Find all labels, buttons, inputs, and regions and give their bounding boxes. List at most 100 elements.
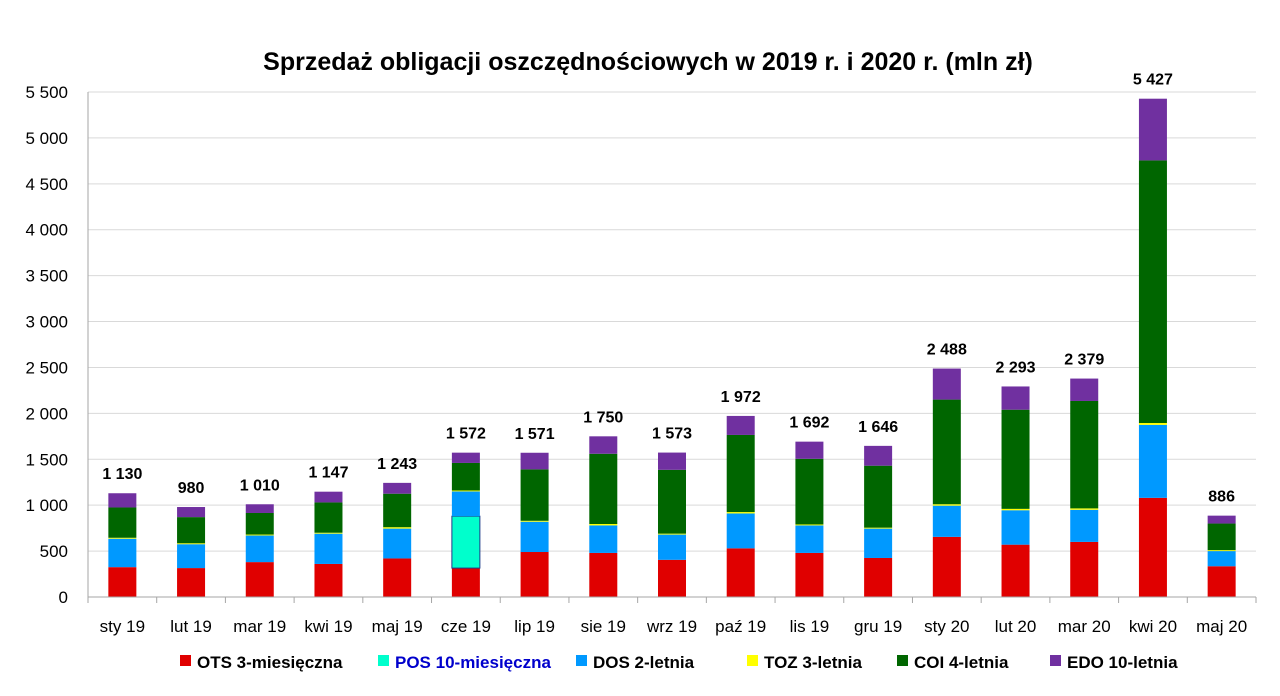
x-tick-label: wrz 19 — [646, 617, 697, 636]
y-tick-label: 2 500 — [25, 358, 68, 377]
y-tick-label: 0 — [59, 588, 68, 607]
bar-segment — [383, 528, 412, 559]
legend: OTS 3-miesięczna POS 10-miesięczna DOS 2-l… — [180, 653, 1178, 672]
legend-label: DOS 2-letnia — [593, 653, 695, 672]
bar-segment — [795, 524, 824, 526]
bar-segment — [451, 491, 480, 517]
x-tick-label: sty 19 — [100, 617, 145, 636]
bar-segment — [451, 568, 480, 597]
bar-segment — [451, 515, 481, 569]
bar-segment — [245, 534, 274, 536]
y-tick-label: 500 — [40, 542, 68, 561]
bar-segment — [520, 469, 549, 521]
x-tick-label: lis 19 — [790, 617, 830, 636]
y-tick-label: 5 500 — [25, 83, 68, 102]
bars: 1 130 980 1 010 1 147 1 243 1 572 1 571 1 750 1 … — [102, 72, 1236, 597]
total-label: 1 010 — [240, 477, 280, 494]
bar-segment — [1001, 409, 1030, 509]
total-label: 1 130 — [102, 466, 142, 483]
bar-segment — [658, 534, 686, 560]
bar-segment — [314, 532, 343, 534]
bar-segment — [314, 491, 343, 503]
bar-segment — [932, 505, 961, 537]
x-tick-label: mar 19 — [233, 617, 286, 636]
bar-segment — [726, 548, 755, 597]
bar-segment — [864, 528, 893, 558]
x-tick-label: gru 19 — [854, 617, 902, 636]
bar-segment — [1207, 566, 1236, 597]
bar-segment — [520, 452, 549, 470]
total-label: 2 379 — [1064, 352, 1104, 369]
bar-segment — [658, 452, 686, 470]
x-tick-label: paź 19 — [715, 617, 766, 636]
gridlines — [88, 91, 1256, 552]
legend-label: OTS 3-miesięczna — [197, 653, 343, 672]
legend-swatch — [378, 655, 389, 666]
bar-segment — [1207, 550, 1236, 552]
bar-segment — [1001, 544, 1030, 597]
total-label: 1 571 — [515, 426, 555, 443]
x-tick-label: maj 19 — [372, 617, 423, 636]
x-tick-label: sie 19 — [581, 617, 626, 636]
legend-swatch — [180, 655, 191, 666]
legend-label: COI 4-letnia — [914, 653, 1009, 672]
bar-segment — [589, 453, 618, 525]
bar-segment — [520, 520, 549, 522]
bar-segment — [177, 543, 206, 545]
bar-segment — [589, 552, 618, 597]
bar-segment — [864, 445, 893, 466]
bar-segment — [245, 562, 274, 597]
bar-segment — [1138, 160, 1167, 424]
total-label: 2 293 — [996, 359, 1036, 376]
y-axis: 0 500 1 000 1 500 2 000 2 500 3 000 3 500 4 000 4… — [25, 83, 89, 607]
bar-segment — [1138, 98, 1167, 161]
y-tick-label: 1 000 — [25, 496, 68, 515]
total-label: 1 750 — [583, 409, 623, 426]
bar-segment — [795, 441, 824, 459]
legend-swatch — [576, 655, 587, 666]
bar-segment — [1207, 523, 1236, 551]
bar-segment — [864, 557, 893, 597]
bar-segment — [108, 567, 137, 597]
bar-segment — [177, 544, 206, 569]
bar-segment — [726, 434, 755, 513]
total-label: 980 — [178, 480, 205, 497]
x-tick-label: maj 20 — [1196, 617, 1247, 636]
bar-segment — [177, 507, 206, 518]
y-tick-label: 3 500 — [25, 267, 68, 286]
bar-segment — [314, 563, 343, 597]
total-label: 1 572 — [446, 426, 486, 443]
bar-segment — [1070, 509, 1099, 542]
total-label: 1 243 — [377, 456, 417, 473]
total-label: 5 427 — [1133, 72, 1173, 89]
bar-segment — [726, 415, 755, 435]
y-tick-label: 1 500 — [25, 450, 68, 469]
bar-segment — [451, 462, 480, 491]
bar-segment — [658, 469, 686, 534]
x-tick-label: cze 19 — [441, 617, 491, 636]
bar-segment — [726, 513, 755, 549]
x-tick-label: lut 19 — [170, 617, 212, 636]
legend-label: POS 10-miesięczna — [395, 653, 551, 672]
bar-segment — [726, 512, 755, 514]
y-tick-label: 3 000 — [25, 313, 68, 332]
bar-segment — [1070, 400, 1099, 509]
bar-segment — [932, 399, 961, 505]
bar-segment — [1138, 424, 1167, 498]
bar-segment — [1138, 423, 1167, 425]
legend-swatch — [1050, 655, 1061, 666]
bar-segment — [245, 512, 274, 535]
bar-segment — [177, 568, 206, 597]
bar-segment — [589, 524, 618, 526]
y-tick-label: 5 000 — [25, 129, 68, 148]
bar-segment — [795, 525, 824, 553]
total-label: 1 646 — [858, 419, 898, 436]
total-label: 1 573 — [652, 426, 692, 443]
bar-segment — [1070, 541, 1099, 597]
bar-segment — [108, 537, 137, 539]
bar-segment — [1001, 510, 1030, 545]
bar-segment — [864, 465, 893, 528]
legend-label: TOZ 3-letnia — [764, 653, 862, 672]
x-tick-label: lip 19 — [514, 617, 555, 636]
